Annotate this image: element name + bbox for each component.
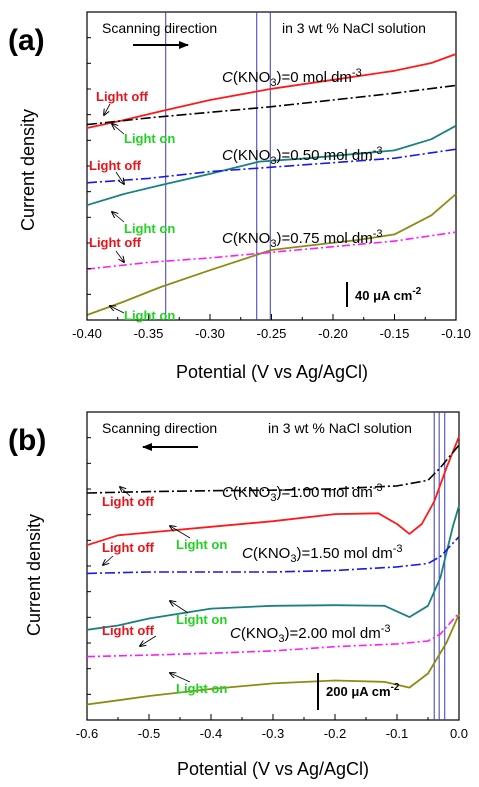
panel-a-x-tick-label: -0.30 xyxy=(195,326,225,341)
panel-a-light-off-2: Light off xyxy=(89,158,142,173)
panel-a-x-tick-label: -0.20 xyxy=(318,326,348,341)
panel-b-x-ticks: -0.6 -0.5 -0.4 -0.3 -0.2 -0.1 0.0 xyxy=(76,437,468,741)
panel-b-x-tick-label: -0.1 xyxy=(386,726,408,741)
panel-a-light-off-2-arrow xyxy=(115,171,124,184)
panel-b-series-light-off-1 xyxy=(86,444,460,494)
panel-b-light-on-2-arrow xyxy=(170,601,189,614)
panel-b-light-on-1-arrow xyxy=(170,526,191,539)
panel-a-light-off-1-arrow xyxy=(104,103,111,115)
panel-a-series-light-on-1 xyxy=(86,53,457,129)
panel-b-light-off-3: Light off xyxy=(102,623,155,638)
panel-a-series-light-off-1 xyxy=(86,84,457,126)
panel-a: (a) Current density -0.40 -0.35 -0.30 -0.25… xyxy=(8,11,471,382)
panel-a-light-on-1-arrow xyxy=(112,124,125,135)
panel-b-curve-label-2: C(KNO3)=1.50 mol dm-3 xyxy=(242,543,403,565)
panel-a-solution: in 3 wt % NaCl solution xyxy=(282,20,426,36)
panel-a-x-ticks: -0.40 -0.35 -0.30 -0.25 -0.20 -0.15 -0.10 xyxy=(72,37,471,341)
panel-b-series-light-off-2 xyxy=(86,536,460,575)
panel-a-light-on-3-arrow xyxy=(110,306,125,314)
panel-b-light-on-3-arrow xyxy=(170,673,191,683)
panel-b-x-tick-label: -0.6 xyxy=(76,726,98,741)
panel-b-light-off-1: Light off xyxy=(102,494,155,509)
panel-b-x-tick-label: -0.5 xyxy=(138,726,160,741)
panel-a-curves xyxy=(86,12,457,320)
panel-b-series-light-on-2 xyxy=(86,505,460,631)
panel-a-series-light-off-2 xyxy=(86,148,457,184)
panel-a-light-on-1: Light on xyxy=(124,131,175,146)
panel-b-plot-frame xyxy=(86,411,460,721)
panel-b-x-tick-label: -0.2 xyxy=(324,726,346,741)
panel-b-series-light-off-3 xyxy=(86,612,460,658)
panel-b-ylabel: Current density xyxy=(24,514,44,636)
panel-b-scanning-direction: Scanning direction xyxy=(102,420,217,436)
panel-a-label: (a) xyxy=(8,24,45,57)
panel-b-light-on-1: Light on xyxy=(176,537,227,552)
panel-a-curve-label-2: C(KNO3)=0.50 mol dm-3 xyxy=(222,145,383,167)
panel-a-series-light-on-2 xyxy=(86,124,457,207)
panel-a-curve-label-1: C(KNO3)=0 mol dm-3 xyxy=(222,67,362,89)
panel-b-scale-label: 200 μA cm-2 xyxy=(326,682,400,699)
panel-b-light-off-3-arrow xyxy=(140,635,157,646)
panel-a-x-tick-label: -0.25 xyxy=(257,326,287,341)
panel-b: (b) Current density -0.6 -0.5 -0.4 -0.3 -0.2… xyxy=(8,411,468,779)
panel-a-xlabel: Potential (V vs Ag/AgCl) xyxy=(176,362,368,382)
panel-b-x-tick-label: -0.4 xyxy=(200,726,222,741)
panel-b-series-light-on-1 xyxy=(86,436,460,547)
panel-a-light-on-2-arrow xyxy=(112,212,125,223)
panel-b-light-off-1-arrow xyxy=(120,487,131,497)
panel-a-light-off-1: Light off xyxy=(96,89,149,104)
panel-b-light-on-3: Light on xyxy=(176,681,227,696)
panel-a-x-tick-label: -0.40 xyxy=(72,326,102,341)
panel-b-xlabel: Potential (V vs Ag/AgCl) xyxy=(177,759,369,779)
panel-a-scanning-direction: Scanning direction xyxy=(102,20,217,36)
panel-a-light-on-2: Light on xyxy=(124,221,175,236)
panel-b-series-light-on-3 xyxy=(86,613,460,706)
panel-b-light-off-2-arrow xyxy=(103,555,114,565)
panel-b-curve-label-1: C(KNO3)=1.00 mol dm-3 xyxy=(222,482,383,504)
panel-b-light-off-2: Light off xyxy=(102,540,155,555)
panel-a-light-off-3: Light off xyxy=(89,235,142,250)
panel-a-curve-label-3: C(KNO3)=0.75 mol dm-3 xyxy=(222,228,383,250)
panel-a-x-tick-label: -0.35 xyxy=(134,326,164,341)
panel-a-series-light-off-3 xyxy=(86,231,457,270)
panel-a-scale-label: 40 μA cm-2 xyxy=(355,286,422,303)
panel-b-light-on-2: Light on xyxy=(176,612,227,627)
panel-a-ylabel: Current density xyxy=(18,109,38,231)
panel-b-solution: in 3 wt % NaCl solution xyxy=(268,420,412,436)
panel-b-x-tick-label: 0.0 xyxy=(450,726,468,741)
panel-a-x-tick-label: -0.15 xyxy=(380,326,410,341)
panel-a-light-on-3: Light on xyxy=(124,308,175,323)
panel-a-light-off-3-arrow xyxy=(115,250,124,262)
panel-b-x-tick-label: -0.3 xyxy=(262,726,284,741)
panel-b-curves xyxy=(86,412,460,720)
panel-a-x-tick-label: -0.10 xyxy=(441,326,471,341)
panel-b-curve-label-3: C(KNO3)=2.00 mol dm-3 xyxy=(230,623,391,645)
panel-a-series-light-on-3 xyxy=(86,193,457,316)
panel-b-label: (b) xyxy=(8,424,46,457)
